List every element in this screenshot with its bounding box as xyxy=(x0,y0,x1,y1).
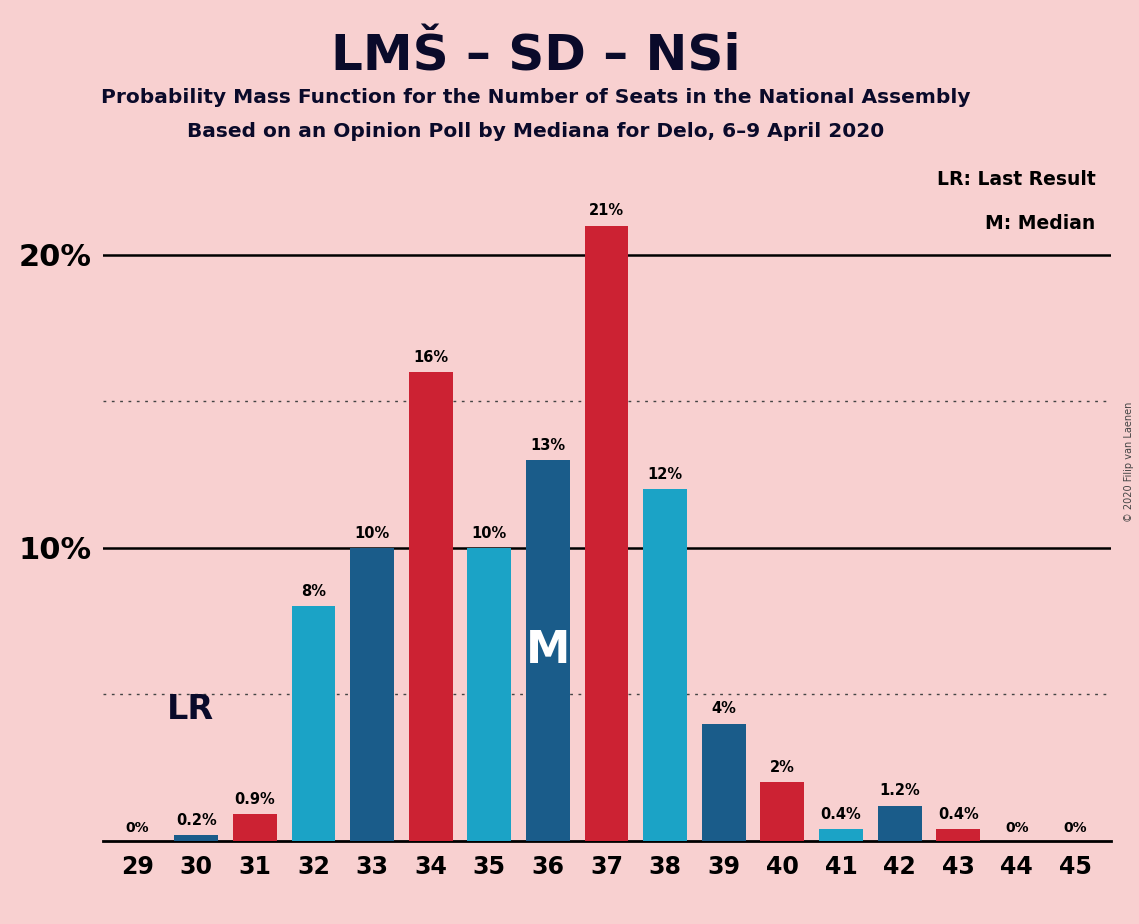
Text: 1.2%: 1.2% xyxy=(879,784,920,798)
Bar xyxy=(350,548,394,841)
Text: 10%: 10% xyxy=(472,526,507,541)
Text: LR: LR xyxy=(167,692,214,725)
Text: 13%: 13% xyxy=(531,438,565,453)
Text: 16%: 16% xyxy=(413,350,449,365)
Bar xyxy=(936,829,981,841)
Text: 0.2%: 0.2% xyxy=(175,813,216,828)
Bar xyxy=(174,835,219,841)
Bar xyxy=(877,806,921,841)
Bar xyxy=(292,606,336,841)
Text: LMŠ – SD – NSi: LMŠ – SD – NSi xyxy=(330,32,740,80)
Text: 0%: 0% xyxy=(126,821,149,835)
Text: 0%: 0% xyxy=(1005,821,1029,835)
Text: 10%: 10% xyxy=(354,526,390,541)
Text: 4%: 4% xyxy=(711,701,736,716)
Text: LR: Last Result: LR: Last Result xyxy=(936,170,1096,188)
Text: 0%: 0% xyxy=(1064,821,1087,835)
Text: M: Median: M: Median xyxy=(985,214,1096,234)
Bar xyxy=(584,225,629,841)
Bar xyxy=(819,829,863,841)
Bar xyxy=(409,372,452,841)
Bar xyxy=(702,723,746,841)
Bar xyxy=(761,783,804,841)
Bar xyxy=(232,814,277,841)
Bar xyxy=(644,490,687,841)
Bar xyxy=(526,460,570,841)
Text: M: M xyxy=(526,629,571,672)
Text: Probability Mass Function for the Number of Seats in the National Assembly: Probability Mass Function for the Number… xyxy=(100,88,970,107)
Text: 8%: 8% xyxy=(301,584,326,599)
Text: © 2020 Filip van Laenen: © 2020 Filip van Laenen xyxy=(1124,402,1133,522)
Text: 2%: 2% xyxy=(770,760,795,775)
Text: Based on an Opinion Poll by Mediana for Delo, 6–9 April 2020: Based on an Opinion Poll by Mediana for … xyxy=(187,122,884,141)
Text: 0.4%: 0.4% xyxy=(820,807,861,821)
Text: 0.9%: 0.9% xyxy=(235,792,276,808)
Text: 12%: 12% xyxy=(648,467,682,482)
Text: 0.4%: 0.4% xyxy=(937,807,978,821)
Text: 21%: 21% xyxy=(589,203,624,218)
Bar xyxy=(467,548,511,841)
